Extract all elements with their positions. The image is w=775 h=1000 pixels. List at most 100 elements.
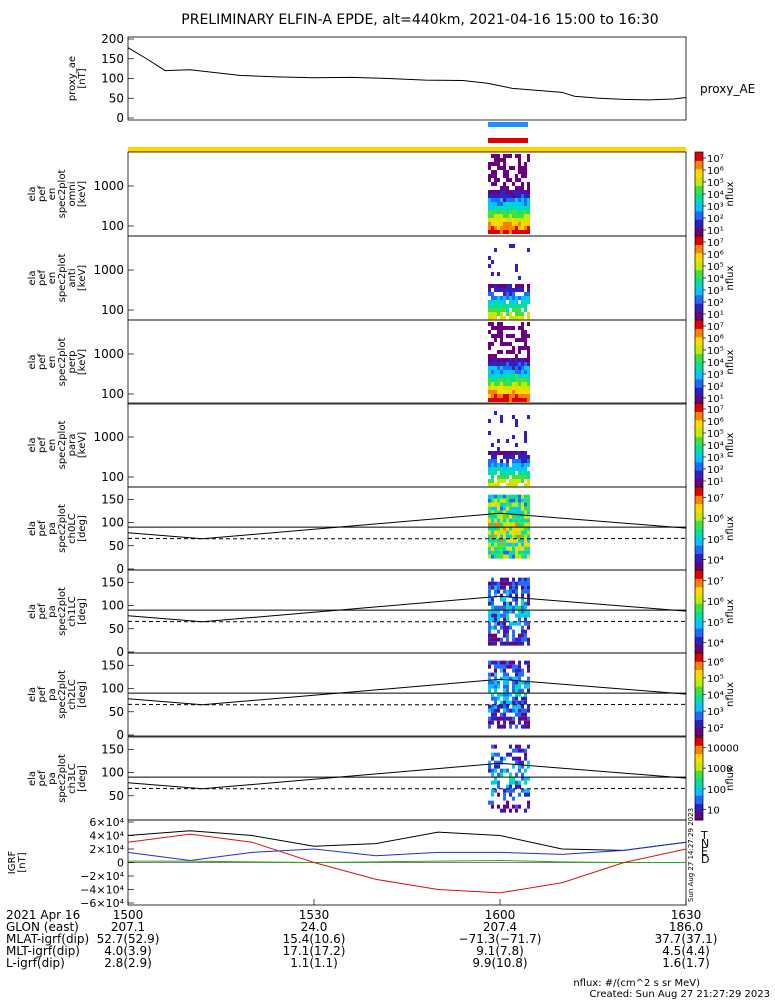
pa-pixel — [518, 538, 521, 543]
spec-pixel — [500, 366, 503, 370]
spec-pixel — [500, 338, 503, 342]
pa-pixel — [521, 772, 524, 777]
pa-pixel — [497, 518, 500, 523]
pa-ylabel-line: pef — [37, 686, 48, 703]
spec-colorbar-segment — [695, 411, 703, 421]
spec-pixel — [527, 322, 530, 326]
spec-pixel — [515, 366, 518, 370]
pa-pixel — [509, 534, 512, 539]
pa-pixel — [524, 808, 527, 813]
pa-pixel — [524, 621, 527, 626]
spec-pixel — [521, 296, 524, 300]
spec-pixel — [509, 370, 512, 374]
spec-pixel — [524, 342, 527, 346]
pa-pixel — [524, 720, 527, 725]
pa-pixel — [491, 780, 494, 785]
spec-pixel — [512, 288, 515, 292]
spec-pixel — [521, 230, 524, 234]
pa-pixel — [509, 784, 512, 789]
spec-ylabel-line: pef — [37, 270, 48, 287]
spec-pixel — [503, 202, 506, 206]
pa-pixel — [497, 772, 500, 777]
pa-pixel — [491, 800, 494, 805]
pa-pixel — [497, 510, 500, 515]
spec-pixel — [506, 296, 509, 300]
pa-pixel — [500, 518, 503, 523]
pa-pixel — [518, 756, 521, 761]
pa-pixel — [527, 637, 530, 642]
pa-pixel — [515, 530, 518, 535]
pa-pixel — [494, 589, 497, 594]
pa-colorbar-segment — [695, 628, 703, 637]
footer-row-value: 1.1(1.1) — [290, 956, 338, 970]
pa-pixel — [506, 700, 509, 705]
spec-pixel — [509, 206, 512, 210]
pa-pixel — [512, 716, 515, 721]
spec-pixel — [521, 166, 524, 170]
spec-pixel — [506, 483, 509, 487]
spec-pixel — [521, 479, 524, 483]
spec-pixel — [509, 358, 512, 362]
spec-pixel — [515, 178, 518, 182]
spec-colorbar-tick-label: 10¹ — [707, 394, 724, 405]
pa-pixel — [518, 526, 521, 531]
pa-pixel — [518, 668, 521, 673]
spec-pixel — [491, 483, 494, 487]
pa-pixel — [521, 748, 524, 753]
pa-pixel — [518, 641, 521, 646]
spec-pixel — [497, 158, 500, 162]
spec-pixel — [503, 194, 506, 198]
pa-colorbar-tick-label: 10⁵ — [707, 674, 724, 685]
pa-colorbar-segment — [695, 745, 703, 755]
spec-pixel — [494, 198, 497, 202]
pa-pixel — [512, 660, 515, 665]
pa-pixel — [500, 546, 503, 551]
spec-pixel — [494, 190, 497, 194]
spec-pixel — [512, 358, 515, 362]
pa-pixel — [494, 768, 497, 773]
spec-pixel — [527, 312, 530, 316]
pa-pixel — [506, 522, 509, 527]
pa-pixel — [509, 605, 512, 610]
pa-pixel — [506, 625, 509, 630]
spec-ylabel-line: [keV] — [77, 181, 88, 207]
spec-ytick-label: 1000 — [93, 263, 124, 277]
spec-pixel — [497, 467, 500, 471]
pa-pixel — [494, 526, 497, 531]
pa-pixel — [509, 692, 512, 697]
pa-pixel — [503, 768, 506, 773]
pa-pixel — [506, 800, 509, 805]
pa-pixel — [503, 676, 506, 681]
spec-pixel — [518, 186, 521, 190]
spec-pixel — [512, 210, 515, 214]
pa-pixel — [503, 522, 506, 527]
pa-pixel — [524, 792, 527, 797]
pa-pixel — [527, 518, 530, 523]
spec-pixel — [491, 370, 494, 374]
pa-pixel — [512, 522, 515, 527]
ae-ytick-label: 200 — [101, 32, 124, 46]
spec-pixel — [497, 162, 500, 166]
spec-pixel — [500, 342, 503, 346]
footer-row-value: 52.7(52.9) — [97, 932, 160, 946]
pa-pixel — [500, 625, 503, 630]
spec-colorbar-label: nflux — [725, 432, 736, 457]
pa-pixel — [515, 510, 518, 515]
spec-pixel — [494, 378, 497, 382]
spec-ylabel-line: en — [47, 272, 58, 285]
pa-pixel — [494, 621, 497, 626]
pa-pixel — [521, 538, 524, 543]
pa-pixel — [491, 660, 494, 665]
spec-pixel — [500, 362, 503, 366]
vertical-stamp: Sun Aug 27 14:27:29 2023 — [687, 808, 695, 902]
spec-pixel — [518, 378, 521, 382]
pa-pixel — [503, 629, 506, 634]
spec-pixel — [491, 362, 494, 366]
pa-pixel — [509, 708, 512, 713]
spec-pixel — [521, 471, 524, 475]
spec-pixel — [506, 382, 509, 386]
spec-colorbar-segment — [695, 227, 703, 237]
spec-pixel — [488, 358, 491, 362]
pa-pixel — [494, 593, 497, 598]
spec-pixel — [515, 451, 518, 455]
